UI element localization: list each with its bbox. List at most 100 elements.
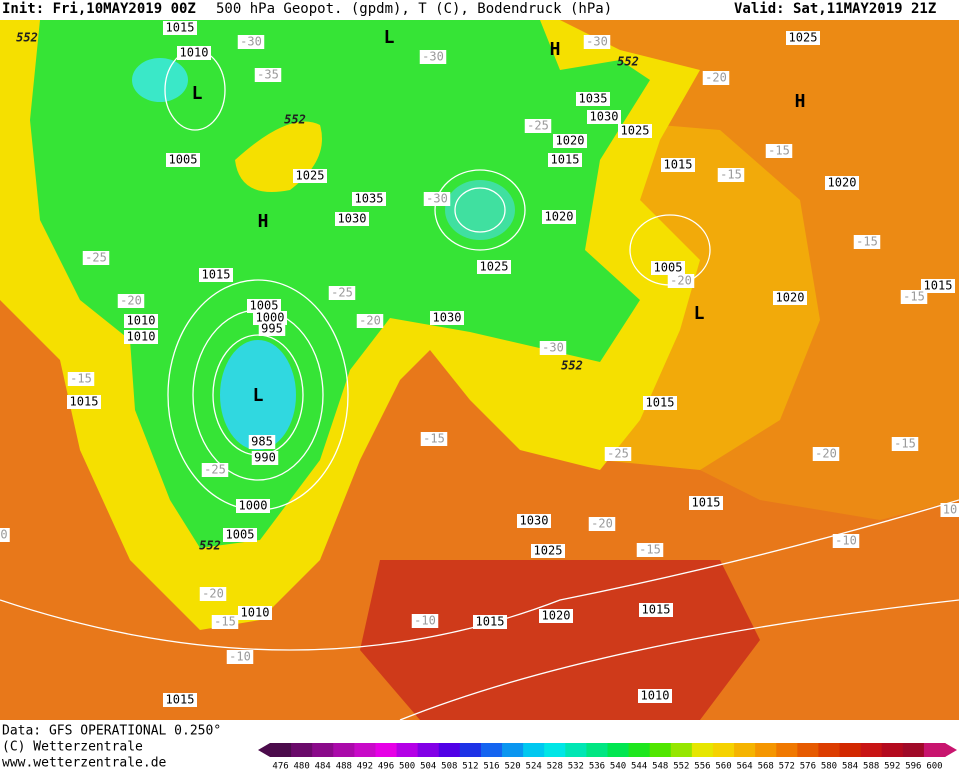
scale-cell bbox=[670, 743, 693, 757]
temperature-label-box bbox=[201, 463, 229, 477]
pressure-label: 1010 bbox=[241, 606, 270, 620]
pressure-label: 1020 bbox=[542, 609, 571, 623]
scale-cell bbox=[480, 743, 503, 757]
pressure-label: 1005 bbox=[250, 299, 279, 313]
scale-label: 508 bbox=[441, 762, 457, 770]
temperature-label-box bbox=[82, 251, 110, 265]
pressure-label: 1010 bbox=[641, 689, 670, 703]
pressure-center: L bbox=[694, 303, 705, 324]
scale-cell bbox=[755, 743, 777, 757]
pressure-label: 1020 bbox=[556, 134, 585, 148]
scale-label: 484 bbox=[315, 762, 331, 770]
pressure-label-box bbox=[542, 210, 576, 224]
pressure-label-box bbox=[639, 603, 673, 617]
temperature-label: -20 bbox=[120, 294, 142, 308]
temperature-label-box bbox=[420, 432, 448, 446]
temperature-label-box bbox=[667, 274, 695, 288]
temperature-label-box bbox=[67, 372, 95, 386]
pressure-center: L bbox=[253, 385, 264, 406]
temperature-label-box bbox=[524, 119, 552, 133]
pressure-label-box bbox=[166, 153, 200, 167]
pressure-label-box bbox=[618, 124, 652, 138]
pressure-label-box bbox=[517, 514, 551, 528]
pressure-label: 1000 bbox=[239, 499, 268, 513]
temperature-label-box bbox=[117, 294, 145, 308]
scale-cell bbox=[881, 743, 904, 757]
scale-cell bbox=[818, 743, 841, 757]
temperature-label-box bbox=[539, 341, 567, 355]
temperature-label-box bbox=[832, 534, 860, 548]
temperature-label: -25 bbox=[331, 286, 353, 300]
scale-cell bbox=[902, 743, 925, 757]
map-title: 500 hPa Geopot. (gpdm), T (C), Bodendruc… bbox=[216, 1, 612, 17]
temperature-label: -10 bbox=[229, 650, 251, 664]
pressure-label-box bbox=[352, 192, 386, 206]
scale-cell bbox=[607, 743, 630, 757]
scale-cell bbox=[797, 743, 819, 757]
pressure-label: 1030 bbox=[590, 110, 619, 124]
scale-label: 476 bbox=[272, 762, 288, 770]
temperature-label-box bbox=[411, 614, 439, 628]
temperature-label-box bbox=[702, 71, 730, 85]
scale-label: 560 bbox=[715, 762, 731, 770]
scale-label: 528 bbox=[547, 762, 563, 770]
pressure-label: 1035 bbox=[579, 92, 608, 106]
temperature-label-box bbox=[211, 615, 239, 629]
temperature-label: -25 bbox=[204, 463, 226, 477]
pressure-label-box bbox=[238, 606, 272, 620]
pressure-label-box bbox=[236, 499, 270, 513]
scale-cell bbox=[270, 743, 292, 757]
pressure-center: H bbox=[550, 39, 561, 60]
scale-cell bbox=[438, 743, 461, 757]
pressure-label: 1010 bbox=[180, 46, 209, 60]
temperature-label-box bbox=[419, 50, 447, 64]
pressure-label-box bbox=[689, 496, 723, 510]
pressure-label: 1030 bbox=[520, 514, 549, 528]
scale-label: 492 bbox=[357, 762, 373, 770]
pressure-label: 1015 bbox=[476, 615, 505, 629]
temperature-label: -30 bbox=[542, 341, 564, 355]
pressure-center: L bbox=[192, 83, 203, 104]
pressure-label-box bbox=[773, 291, 807, 305]
pressure-label: 1020 bbox=[776, 291, 805, 305]
pressure-label: 1025 bbox=[534, 544, 563, 558]
pressure-label-box bbox=[531, 544, 565, 558]
scale-cell bbox=[523, 743, 545, 757]
scale-label: 568 bbox=[758, 762, 774, 770]
scale-label: 512 bbox=[462, 762, 478, 770]
pressure-label: 1035 bbox=[355, 192, 384, 206]
pressure-label-box bbox=[335, 212, 369, 226]
pressure-label: 985 bbox=[251, 435, 273, 449]
scale-cell bbox=[923, 743, 946, 757]
temperature-label: -20 bbox=[705, 71, 727, 85]
scale-label: 516 bbox=[483, 762, 499, 770]
scale-cell bbox=[375, 743, 398, 757]
pressure-label: 1015 bbox=[642, 603, 671, 617]
temperature-label: -35 bbox=[257, 68, 279, 82]
map-labels: 1015101010051025103510301015101010101005… bbox=[0, 21, 959, 707]
copyright: (C) Wetterzentrale bbox=[2, 740, 143, 755]
temperature-label-box bbox=[328, 286, 356, 300]
pressure-label: 1015 bbox=[166, 693, 195, 707]
pressure-label-box bbox=[473, 615, 507, 629]
pressure-label: 1030 bbox=[338, 212, 367, 226]
temperature-label-box bbox=[588, 517, 616, 531]
scale-label: 600 bbox=[926, 762, 942, 770]
pressure-center: H bbox=[795, 91, 806, 112]
scale-cell bbox=[396, 743, 419, 757]
pressure-label: 1020 bbox=[828, 176, 857, 190]
pressure-label-box bbox=[661, 158, 695, 172]
temperature-label: -10 bbox=[414, 614, 436, 628]
temperature-label: 0 bbox=[0, 528, 7, 542]
temperature-label-box bbox=[423, 192, 451, 206]
temperature-label: -20 bbox=[815, 447, 837, 461]
pressure-label-box bbox=[253, 311, 287, 325]
pressure-label: 1015 bbox=[166, 21, 195, 35]
scale-cell bbox=[734, 743, 756, 757]
pressure-label: 1010 bbox=[127, 314, 156, 328]
temperature-label-box bbox=[717, 168, 745, 182]
pressure-label-box bbox=[258, 322, 286, 336]
pressure-label: 1010 bbox=[127, 330, 156, 344]
temperature-label: -15 bbox=[903, 290, 925, 304]
